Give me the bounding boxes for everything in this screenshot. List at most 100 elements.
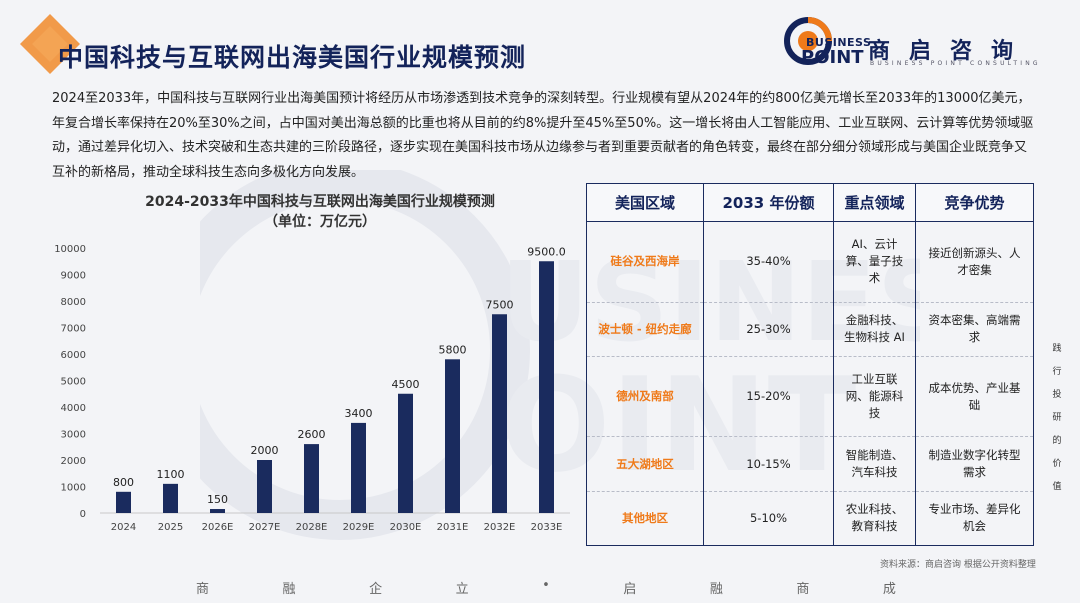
cell-focus: 智能制造、汽车科技: [833, 436, 916, 492]
table-row: 五大湖地区 10-15% 智能制造、汽车科技 制造业数字化转型需求: [586, 436, 1034, 492]
side-char: 践: [1052, 344, 1062, 354]
company-logo: BUSINESS POINT 商启咨询 BUSINESS POINT CONSU…: [778, 15, 1068, 71]
cell-region: 波士顿 - 纽约走廊: [586, 302, 704, 357]
cell-focus: 工业互联网、能源科技: [833, 356, 916, 438]
cell-region: 五大湖地区: [586, 436, 704, 492]
bar: [398, 393, 413, 513]
logo-text-point: POINT: [801, 47, 864, 68]
cell-share: 15-20%: [703, 356, 834, 438]
cell-region: 其他地区: [586, 491, 704, 547]
y-tick-label: 10000: [54, 244, 86, 255]
corner-decoration: [20, 14, 80, 74]
x-tick-label: 2024: [111, 522, 136, 533]
logo-text-business: BUSINESS: [806, 36, 872, 49]
logo-subtitle: BUSINESS POINT CONSULTING: [870, 60, 1041, 67]
x-tick-label: 2026E: [202, 522, 234, 533]
footer-char: 商: [196, 582, 210, 597]
cell-focus: AI、云计算、量子技术: [833, 221, 916, 303]
y-tick-label: 3000: [61, 430, 86, 441]
chart-subtitle: （单位：万亿元）: [264, 214, 376, 230]
table-row: 硅谷及西海岸 35-40% AI、云计算、量子技术 接近创新源头、人才密集: [586, 221, 1034, 303]
x-tick-label: 2033E: [531, 522, 563, 533]
cell-advantage: 接近创新源头、人才密集: [915, 221, 1034, 303]
logo-mark-icon: [784, 17, 832, 65]
bar: [163, 483, 178, 513]
x-tick-label: 2027E: [249, 522, 281, 533]
x-tick-label: 2025: [158, 522, 183, 533]
footer-char: 立: [455, 582, 469, 597]
y-tick-label: 7000: [61, 324, 86, 335]
footer-char: 商: [796, 582, 810, 597]
bar: [304, 444, 319, 513]
table-row: 德州及南部 15-20% 工业互联网、能源科技 成本优势、产业基础: [586, 356, 1034, 438]
footer-slogan: 商 融 企 立 • 启 融 商 成: [196, 578, 896, 597]
y-tick-label: 4000: [61, 403, 86, 414]
cell-advantage: 制造业数字化转型需求: [915, 436, 1034, 492]
bar: [257, 460, 272, 513]
footer-char: 企: [369, 582, 383, 597]
y-tick-label: 2000: [61, 456, 86, 467]
cell-share: 35-40%: [703, 221, 834, 303]
x-tick-label: 2028E: [296, 522, 328, 533]
y-tick-label: 5000: [61, 377, 86, 388]
side-char: 研: [1052, 413, 1062, 423]
cell-focus: 金融科技、生物科技 AI: [833, 302, 916, 357]
cell-region: 德州及南部: [586, 356, 704, 438]
y-tick-label: 8000: [61, 297, 86, 308]
side-slogan: 践 行 投 研 的 价 值: [1050, 338, 1064, 499]
side-char: 投: [1052, 390, 1062, 400]
data-label: 2000: [251, 444, 279, 457]
data-label: 800: [113, 476, 134, 489]
table-row: 其他地区 5-10% 农业科技、教育科技 专业市场、差异化机会: [586, 491, 1034, 547]
footer-char: 成: [882, 582, 896, 597]
data-label: 150: [207, 493, 228, 506]
x-tick-label: 2032E: [484, 522, 516, 533]
y-tick-label: 9000: [61, 271, 86, 282]
x-tick-label: 2029E: [343, 522, 375, 533]
x-tick-label: 2030E: [390, 522, 422, 533]
data-label: 2600: [298, 428, 326, 441]
logo-text-cn: 商启咨询: [868, 39, 1033, 64]
cell-share: 10-15%: [703, 436, 834, 492]
cell-advantage: 专业市场、差异化机会: [915, 491, 1034, 547]
side-char: 的: [1052, 436, 1062, 446]
chart-title: 2024-2033年中国科技与互联网出海美国行业规模预测: [145, 194, 495, 210]
region-table: 美国区域 2033 年份额 重点领域 竞争优势 硅谷及西海岸 35-40% AI…: [586, 183, 1034, 547]
source-note: 资料来源：商启咨询 根据公开资料整理: [880, 560, 1036, 570]
y-tick-label: 0: [80, 509, 86, 520]
bar: [351, 422, 366, 513]
cell-advantage: 成本优势、产业基础: [915, 356, 1034, 438]
y-tick-label: 1000: [61, 483, 86, 494]
data-label: 7500: [486, 298, 514, 311]
side-char: 值: [1052, 482, 1062, 492]
table-header-row: 美国区域 2033 年份额 重点领域 竞争优势: [586, 183, 1034, 222]
cell-advantage: 资本密集、高端需求: [915, 302, 1034, 357]
cell-focus: 农业科技、教育科技: [833, 491, 916, 547]
footer-char: 融: [709, 582, 723, 597]
bar: [539, 261, 554, 513]
intro-paragraph: 2024至2033年，中国科技与互联网行业出海美国预计将经历从市场渗透到技术竞争…: [52, 91, 1034, 180]
cell-share: 25-30%: [703, 302, 834, 357]
chart-title-block: 2024-2033年中国科技与互联网出海美国行业规模预测 （单位：万亿元）: [60, 192, 580, 232]
header-advantage: 竞争优势: [915, 183, 1034, 222]
bar: [116, 491, 131, 513]
data-label: 3400: [345, 407, 373, 420]
data-label: 9500.0: [527, 245, 566, 258]
bar: [492, 314, 507, 513]
cell-region: 硅谷及西海岸: [586, 221, 704, 303]
bar-chart: 0 1000 2000 3000 4000 5000 6000 7000 8000 9000 100…: [54, 244, 570, 533]
y-tick-label: 6000: [61, 350, 86, 361]
header-region: 美国区域: [586, 183, 704, 222]
cell-share: 5-10%: [703, 491, 834, 547]
x-tick-label: 2031E: [437, 522, 469, 533]
data-label: 4500: [392, 378, 420, 391]
footer-char: 启: [623, 582, 637, 597]
header-focus: 重点领域: [833, 183, 916, 222]
side-char: 行: [1052, 367, 1062, 377]
footer-char: •: [542, 578, 550, 593]
bar: [210, 509, 225, 513]
bar: [445, 359, 460, 513]
table-row: 波士顿 - 纽约走廊 25-30% 金融科技、生物科技 AI 资本密集、高端需求: [586, 302, 1034, 357]
side-char: 价: [1052, 459, 1062, 469]
data-label: 5800: [439, 343, 467, 356]
